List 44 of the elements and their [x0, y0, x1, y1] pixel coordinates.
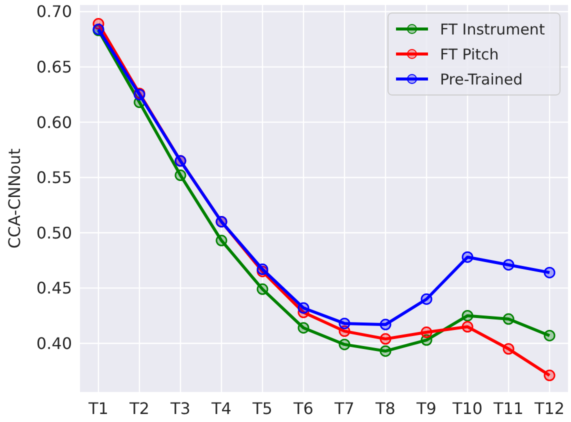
point [380, 345, 392, 357]
point [216, 234, 228, 246]
point [338, 338, 350, 350]
x-tick-label: T11 [492, 399, 524, 418]
point [502, 259, 514, 271]
y-tick-label: 0.50 [36, 223, 72, 242]
y-tick-label: 0.70 [36, 2, 72, 22]
legend-label: FT Instrument [440, 20, 545, 38]
point [420, 293, 432, 305]
y-tick-label: 0.60 [36, 112, 72, 132]
point [544, 330, 556, 342]
x-tick-label: T5 [252, 399, 272, 418]
point [544, 266, 556, 278]
point [298, 302, 310, 314]
y-tick-label: 0.40 [36, 334, 72, 353]
y-tick-label: 0.45 [36, 278, 72, 298]
point [420, 326, 432, 338]
point [462, 310, 474, 322]
x-tick-label: T3 [169, 399, 190, 418]
point [298, 322, 310, 334]
point [502, 313, 514, 325]
x-tick-label: T12 [533, 399, 565, 418]
point [380, 318, 392, 330]
legend-label: Pre-Trained [440, 70, 523, 88]
x-tick-label: T1 [87, 399, 108, 418]
point [544, 370, 556, 382]
x-tick-label: T10 [451, 399, 483, 418]
point [462, 321, 474, 333]
y-tick-label: 0.55 [36, 168, 72, 188]
point [256, 283, 268, 295]
x-tick-label: T9 [416, 399, 436, 418]
point [502, 343, 514, 355]
point [338, 318, 350, 330]
point [380, 333, 392, 345]
x-tick-label: T8 [374, 399, 396, 418]
point [462, 251, 474, 263]
x-tick-label: T7 [334, 399, 354, 418]
x-tick-label: T4 [210, 399, 232, 418]
point [174, 170, 186, 182]
legend-label: FT Pitch [440, 45, 499, 64]
y-axis-title: CCA-CNNout [5, 148, 24, 249]
y-tick-label: 0.65 [36, 58, 72, 77]
x-tick-label: T2 [128, 399, 150, 418]
x-tick-label: T6 [292, 399, 314, 418]
